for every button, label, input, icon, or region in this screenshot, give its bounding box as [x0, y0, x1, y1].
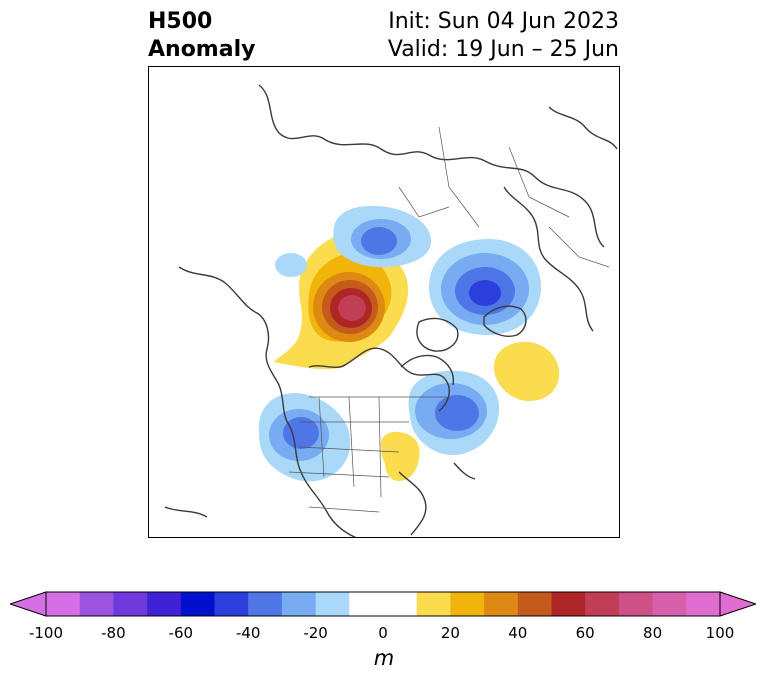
colorbar-segment	[416, 592, 451, 616]
colorbar-segment	[281, 592, 317, 616]
init-date: Init: Sun 04 Jun 2023	[388, 9, 619, 34]
map-panel	[148, 66, 620, 538]
colorbar-segment	[79, 592, 114, 616]
colorbar-tick-label: -40	[235, 624, 261, 642]
colorbar-over-arrow	[719, 591, 756, 617]
colorbar	[10, 591, 756, 617]
negative-anomaly-small-alaska	[275, 253, 307, 277]
map-title: H500 Anomaly	[148, 8, 255, 64]
colorbar-tick-label: -20	[303, 624, 328, 642]
colorbar-segment	[618, 592, 654, 616]
colorbar-segment	[214, 592, 249, 616]
colorbar-tick-label: 80	[643, 624, 663, 642]
valid-date-range: Valid: 19 Jun – 25 Jun	[387, 37, 619, 62]
colorbar-segment	[349, 592, 418, 616]
colorbar-under-arrow	[10, 591, 47, 617]
positive-anomaly-center-north-atlantic	[494, 341, 560, 401]
colorbar-segment	[180, 592, 215, 616]
positive-anomaly-center-great-lakes	[380, 431, 420, 481]
colorbar-tick-label: 100	[705, 624, 735, 642]
colorbar-tick-label: -80	[101, 624, 126, 642]
colorbar-segment	[315, 592, 350, 616]
colorbar-segment	[450, 592, 485, 616]
colorbar-segments	[46, 592, 721, 616]
colorbar-unit: m	[373, 646, 395, 670]
colorbar-segment	[686, 592, 721, 616]
colorbar-segment	[248, 592, 283, 616]
colorbar-tick-label: 20	[440, 624, 460, 642]
anomaly-map	[149, 67, 619, 537]
colorbar-segment	[113, 592, 148, 616]
title-line-variable: H500	[148, 9, 213, 34]
colorbar-tick-label: -100	[28, 624, 64, 642]
colorbar-segment	[652, 592, 687, 616]
colorbar-outline	[45, 591, 721, 617]
colorbar-segment	[551, 592, 586, 616]
colorbar-segment	[585, 592, 620, 616]
map-dates: Init: Sun 04 Jun 2023 Valid: 19 Jun – 25…	[388, 8, 619, 64]
colorbar-tick-label: 0	[378, 624, 388, 642]
colorbar-segment	[46, 592, 81, 616]
country-borders	[288, 126, 610, 513]
coastlines	[164, 84, 618, 537]
colorbar-tick-label: 40	[508, 624, 528, 642]
title-line-type: Anomaly	[148, 37, 256, 62]
colorbar-segment	[484, 592, 519, 616]
colorbar-ticks: -100 -80 -60 -40 -20 0 20 40 60 80 100	[0, 624, 768, 644]
negative-anomaly-center-arctic-siberia	[333, 205, 432, 268]
negative-anomaly-center-scandinavia	[429, 239, 541, 335]
colorbar-tick-label: 60	[575, 624, 595, 642]
colorbar-segment	[147, 592, 182, 616]
colorbar-tick-label: -60	[168, 624, 194, 642]
colorbar-segment	[517, 592, 552, 616]
positive-anomaly-center-canada	[274, 233, 409, 370]
